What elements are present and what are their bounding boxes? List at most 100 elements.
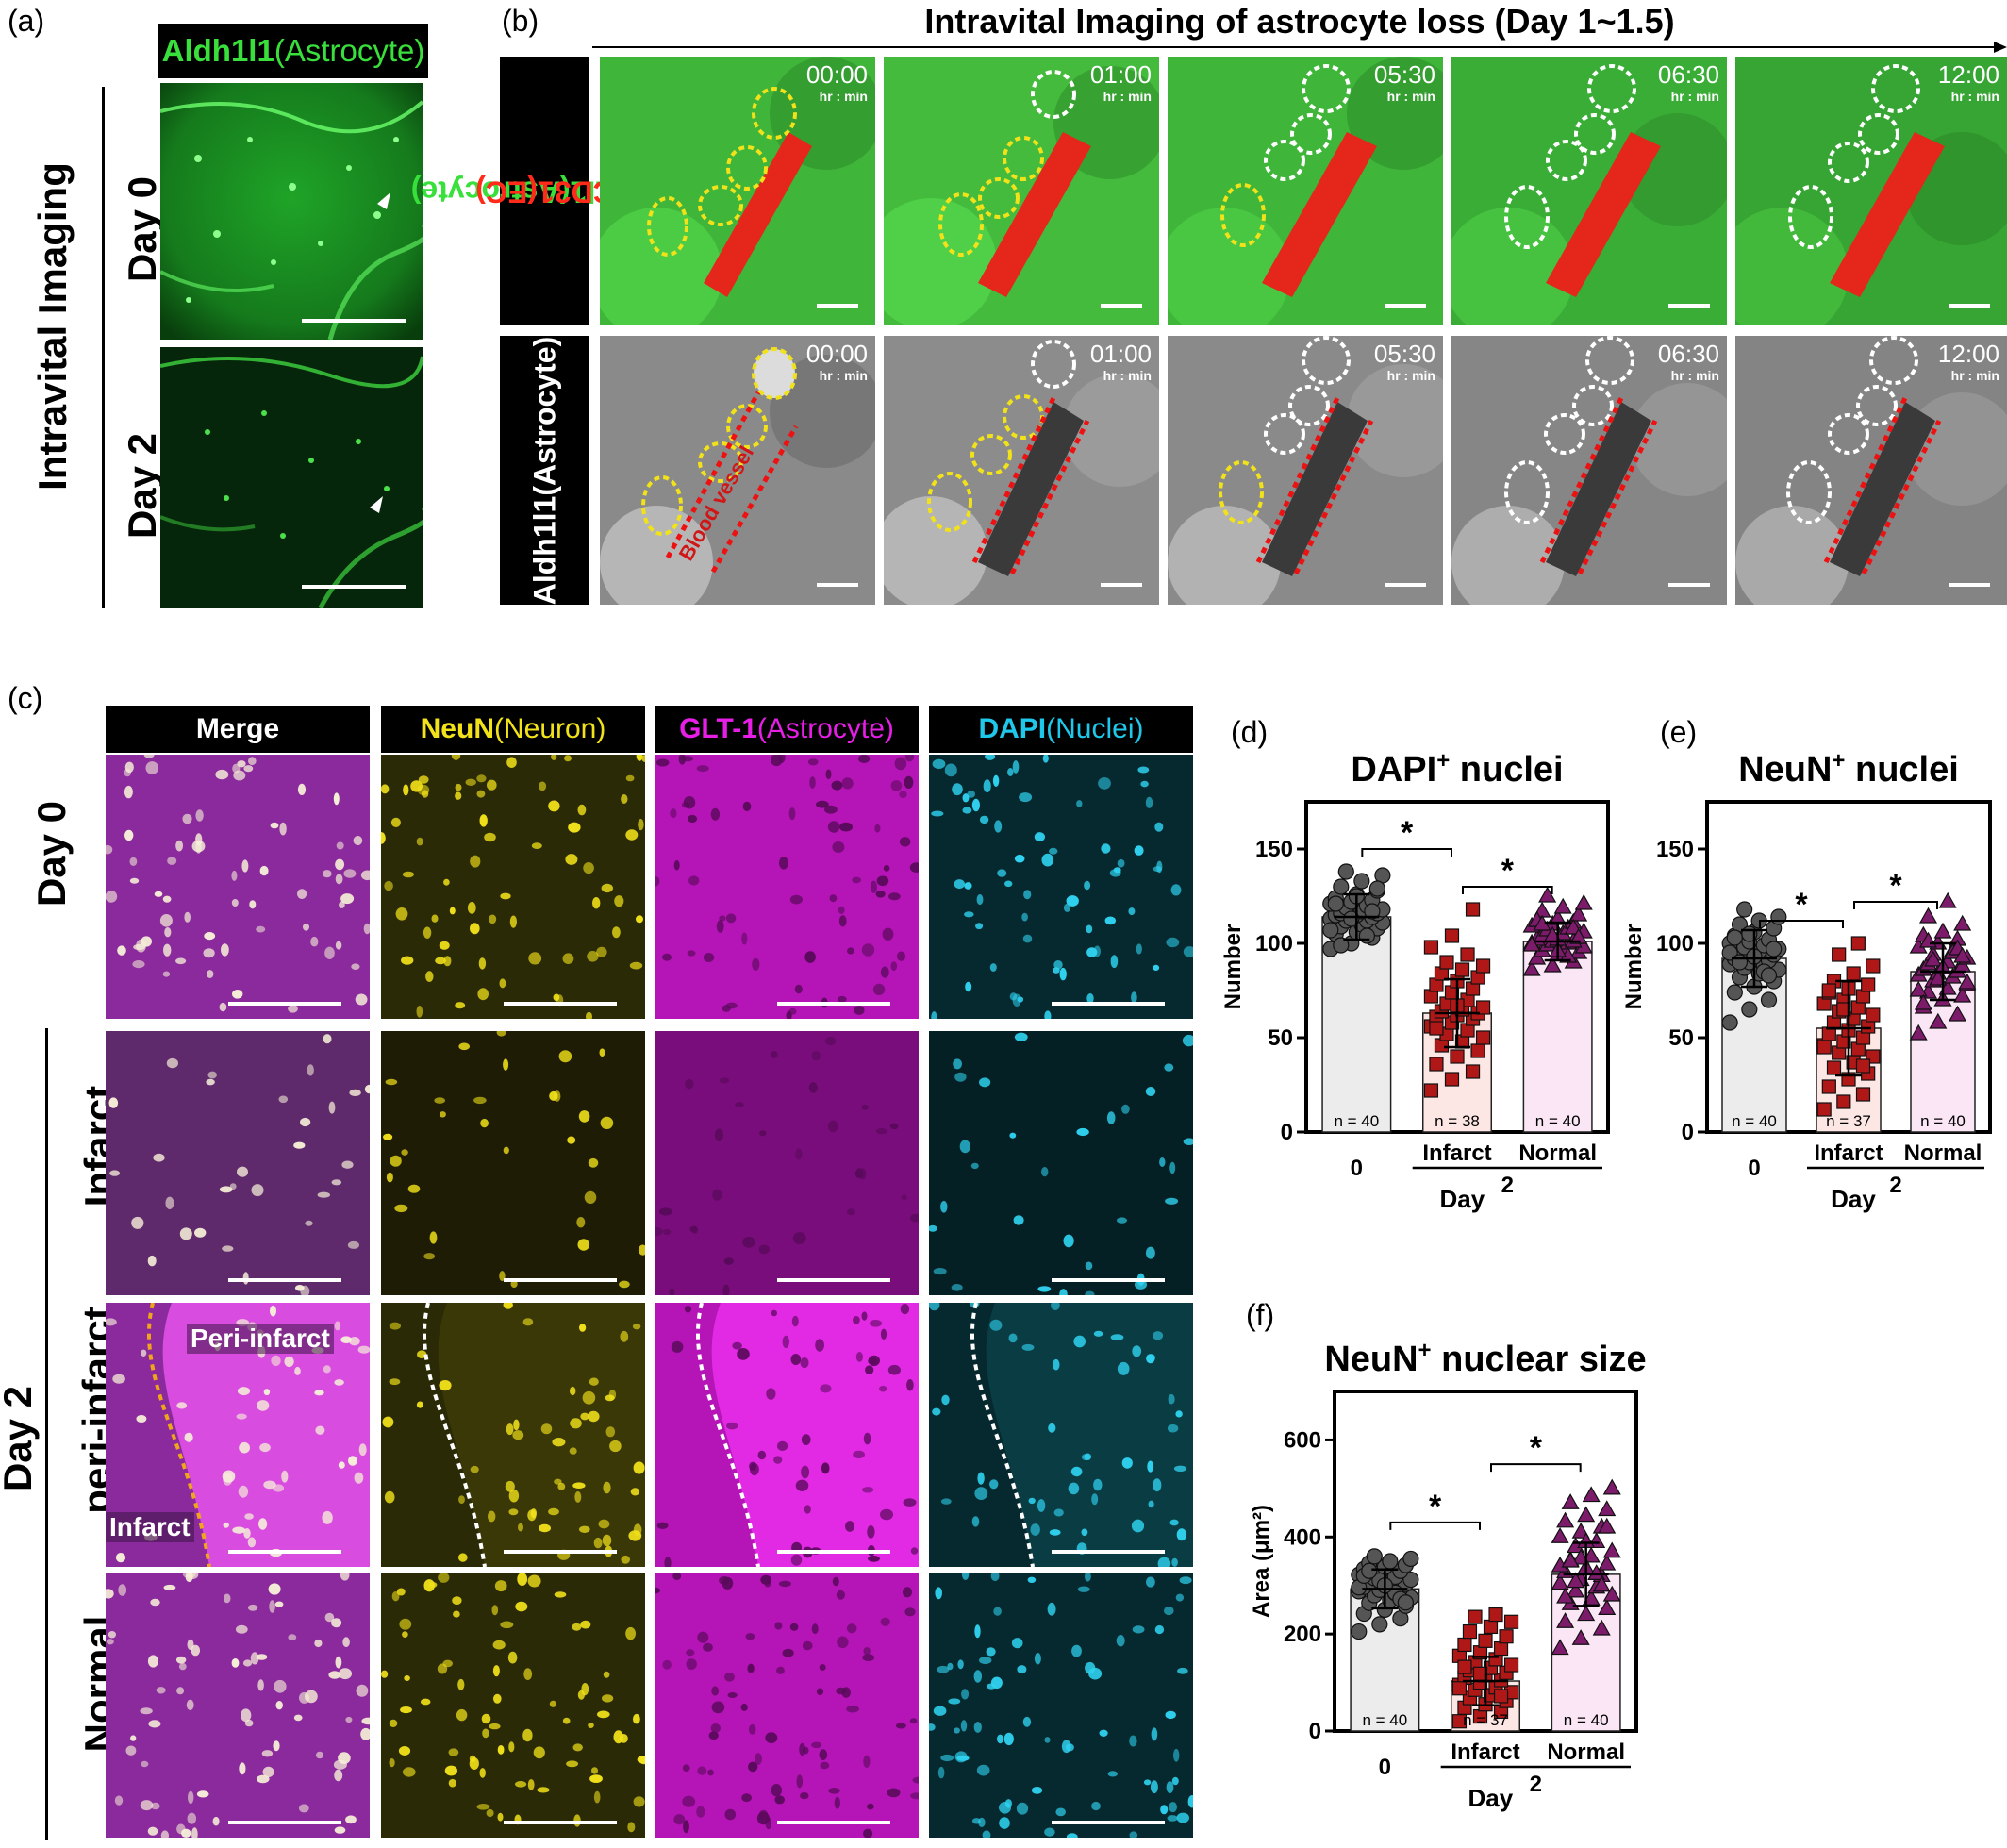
time-unit-3: hr : min xyxy=(1386,89,1435,104)
panel-c-tile xyxy=(929,755,1193,1019)
data-point xyxy=(1371,1616,1388,1633)
data-point xyxy=(1343,910,1360,927)
data-point xyxy=(1522,959,1541,976)
data-point xyxy=(1450,1049,1465,1064)
data-point xyxy=(1475,1030,1491,1045)
data-point xyxy=(1592,1619,1611,1636)
data-point xyxy=(1397,1594,1414,1611)
data-point xyxy=(1493,1689,1509,1704)
data-point xyxy=(1866,958,1881,974)
panel-c-tile xyxy=(381,1573,645,1838)
data-point xyxy=(1929,1012,1948,1029)
panel-c-tile xyxy=(929,1573,1193,1838)
data-point xyxy=(1556,1511,1575,1528)
data-point xyxy=(1361,1562,1378,1579)
data-point xyxy=(1402,1571,1419,1589)
group-label: 2 xyxy=(1501,1173,1514,1198)
data-point xyxy=(1933,922,1952,939)
y-tick-label: 50 xyxy=(1668,1025,1694,1051)
data-point xyxy=(1571,1522,1590,1539)
time-unit-g5: hr : min xyxy=(1950,368,1999,383)
significance-bracket xyxy=(1490,1463,1582,1473)
data-point xyxy=(1444,928,1460,943)
y-tick-label: 0 xyxy=(1682,1120,1694,1145)
data-point xyxy=(1914,993,1932,1010)
data-point xyxy=(1574,893,1593,910)
panel-c-header-neun: NeuN (Neuron) xyxy=(381,706,645,753)
data-point xyxy=(1821,1079,1836,1094)
data-point xyxy=(1726,984,1743,1001)
y-tick-label: 400 xyxy=(1284,1524,1321,1550)
data-point xyxy=(1938,891,1957,908)
panel-a-divider xyxy=(102,87,105,608)
data-point xyxy=(1836,1002,1851,1017)
data-point xyxy=(1333,878,1350,895)
x-axis-label: Day xyxy=(1468,1784,1513,1812)
panel-a-letter: (a) xyxy=(8,4,45,38)
chart-title: NeuN+ nuclei xyxy=(1738,748,1959,790)
n-label: n = 40 xyxy=(1362,1711,1407,1729)
data-point xyxy=(1592,1575,1611,1592)
data-point xyxy=(1322,922,1339,939)
scale-bar xyxy=(1101,583,1142,587)
data-point xyxy=(1543,956,1562,973)
significance-bracket xyxy=(1462,886,1553,894)
category-label: 0 xyxy=(1351,1156,1363,1181)
data-point xyxy=(1582,1486,1601,1503)
chart-letter: (e) xyxy=(1660,715,1697,749)
data-point xyxy=(1602,1478,1621,1495)
significance-bracket xyxy=(1389,1521,1481,1530)
data-point xyxy=(1503,1657,1519,1673)
y-tick-label: 600 xyxy=(1284,1427,1321,1453)
data-point xyxy=(1953,986,1972,1003)
panel-a-header: Aldh1l1 (Astrocyte) xyxy=(158,24,428,78)
data-point xyxy=(1364,903,1381,920)
data-point xyxy=(1470,1043,1485,1058)
panel-b-frame-gray-2: 01:00 hr : min xyxy=(884,336,1159,605)
data-point xyxy=(1551,1639,1569,1656)
data-point xyxy=(1736,901,1753,918)
data-point xyxy=(1358,927,1375,944)
scale-bar xyxy=(1101,304,1142,308)
panel-c-tile xyxy=(655,755,919,1019)
infarct-label: Infarct xyxy=(106,1512,194,1542)
y-axis-label: Number xyxy=(1621,924,1647,1010)
n-label: n = 40 xyxy=(1564,1711,1609,1729)
data-point xyxy=(1587,1564,1606,1580)
scale-bar xyxy=(1949,304,1990,308)
data-point xyxy=(1821,983,1836,998)
data-point xyxy=(1561,1493,1580,1509)
significance-bracket xyxy=(1853,901,1938,909)
data-point xyxy=(1368,880,1385,897)
data-point xyxy=(1909,1024,1928,1041)
data-point xyxy=(1602,1541,1621,1558)
category-label: Infarct xyxy=(1451,1740,1519,1765)
time-unit-1: hr : min xyxy=(819,89,868,104)
scale-bar xyxy=(1949,583,1990,587)
group-label: 2 xyxy=(1530,1772,1542,1797)
panel-c-tile xyxy=(929,1031,1193,1295)
data-point xyxy=(1855,1058,1871,1074)
panel-c-tile xyxy=(929,1303,1193,1567)
y-tick-label: 100 xyxy=(1656,931,1694,957)
data-point xyxy=(1462,1623,1478,1640)
data-point xyxy=(1569,927,1588,944)
data-point xyxy=(1846,966,1861,981)
chart-f: (f) NeuN+ nuclear size 0 200 400 600 Area (μm²… xyxy=(1231,1288,1665,1843)
data-point xyxy=(1953,946,1972,963)
data-point xyxy=(1382,1553,1399,1570)
time-label-g5: 12:00 xyxy=(1937,340,1999,368)
data-point xyxy=(1538,886,1557,903)
data-point xyxy=(1465,1064,1481,1079)
scale-bar xyxy=(1385,304,1426,308)
panel-c-row-label-day0: Day 0 xyxy=(29,800,74,907)
time-label-5: 12:00 xyxy=(1937,60,1999,89)
peri-infarct-label: Peri-infarct xyxy=(187,1324,334,1354)
x-axis-label: Day xyxy=(1831,1185,1876,1213)
data-point xyxy=(1353,873,1370,890)
data-point xyxy=(1760,991,1778,1008)
significance-star: * xyxy=(1530,1430,1543,1466)
panel-c-tile xyxy=(106,755,370,1019)
data-point xyxy=(1953,914,1972,931)
data-point xyxy=(1423,940,1439,955)
